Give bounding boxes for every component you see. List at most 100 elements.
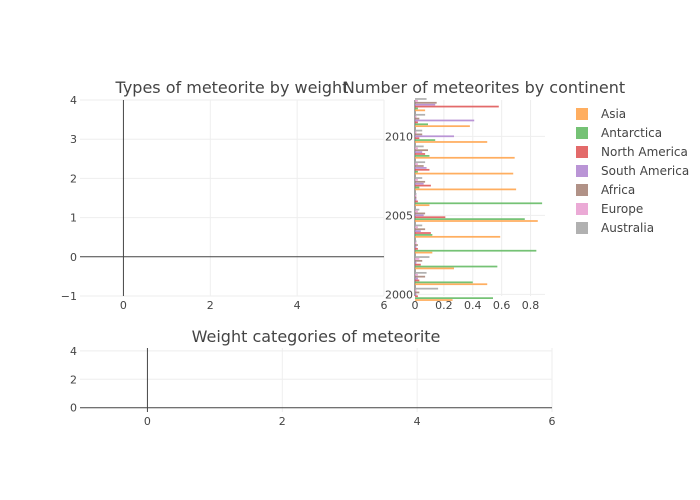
- bar-south-america-2011[interactable]: [415, 119, 475, 122]
- bar-south-america-2010[interactable]: [415, 135, 454, 138]
- bar-asia-2012[interactable]: [415, 109, 426, 112]
- bar-africa-2000[interactable]: [415, 291, 420, 294]
- bar-asia-2000[interactable]: [415, 299, 453, 301]
- bar-asia-2001[interactable]: [415, 283, 488, 286]
- bar-asia-2008[interactable]: [415, 172, 514, 175]
- bar-asia-2003[interactable]: [415, 251, 433, 254]
- bar-antarctica-2006[interactable]: [415, 202, 543, 205]
- bar-australia-2001[interactable]: [415, 271, 427, 274]
- bar-antarctica-2008[interactable]: [415, 170, 418, 173]
- bar-africa-2007[interactable]: [415, 180, 426, 183]
- bar-europe-2008[interactable]: [415, 163, 418, 165]
- bar-antarctica-2004[interactable]: [415, 234, 433, 236]
- bar-australia-2003[interactable]: [415, 240, 417, 243]
- bar-antarctica-2002[interactable]: [415, 265, 498, 268]
- bar-europe-2007[interactable]: [415, 179, 418, 181]
- bar-north-america-2005[interactable]: [415, 216, 446, 219]
- bar-north-america-2012[interactable]: [415, 105, 499, 108]
- bar-north-america-2002[interactable]: [415, 263, 421, 266]
- bar-africa-2005[interactable]: [415, 212, 426, 215]
- legend-item-asia[interactable]: Asia: [576, 107, 626, 121]
- bar-south-america-2009[interactable]: [415, 151, 423, 153]
- bar-south-america-2007[interactable]: [415, 182, 424, 185]
- bar-asia-2011[interactable]: [415, 125, 470, 128]
- bar-europe-2005[interactable]: [415, 210, 418, 213]
- bar-australia-2006[interactable]: [415, 192, 417, 195]
- bar-australia-2008[interactable]: [415, 161, 426, 164]
- bar-europe-2003[interactable]: [415, 242, 417, 245]
- bar-australia-2010[interactable]: [415, 129, 423, 132]
- bar-antarctica-2007[interactable]: [415, 186, 420, 189]
- bar-africa-2008[interactable]: [415, 165, 424, 167]
- bar-south-america-2003[interactable]: [415, 246, 417, 248]
- bar-europe-2001[interactable]: [415, 273, 418, 276]
- bar-asia-2009[interactable]: [415, 156, 515, 159]
- legend-item-south-america[interactable]: South America: [576, 164, 689, 178]
- bar-africa-2004[interactable]: [415, 228, 426, 231]
- bar-antarctica-2001[interactable]: [415, 281, 473, 284]
- bar-australia-2002[interactable]: [415, 256, 430, 258]
- continent-count-x-tick-label: 0: [412, 299, 419, 312]
- bar-north-america-2007[interactable]: [415, 184, 431, 187]
- bar-australia-2000[interactable]: [415, 287, 439, 290]
- bar-antarctica-2003[interactable]: [415, 249, 537, 252]
- legend-item-africa[interactable]: Africa: [576, 183, 635, 197]
- bar-europe-2009[interactable]: [415, 147, 418, 150]
- bar-africa-2006[interactable]: [415, 196, 417, 199]
- bar-north-america-2006[interactable]: [415, 200, 418, 203]
- weight-categories-plot-area: [80, 348, 552, 412]
- legend-item-north-america[interactable]: North America: [576, 145, 688, 159]
- bar-south-america-2005[interactable]: [415, 214, 424, 217]
- bar-north-america-2001[interactable]: [415, 279, 420, 282]
- bar-north-america-2011[interactable]: [415, 121, 418, 124]
- bar-europe-2000[interactable]: [415, 289, 417, 292]
- bar-north-america-2004[interactable]: [415, 232, 431, 234]
- bar-south-america-2008[interactable]: [415, 167, 427, 169]
- legend-item-australia[interactable]: Australia: [576, 221, 654, 235]
- legend-item-antarctica[interactable]: Antarctica: [576, 126, 662, 140]
- bar-antarctica-2005[interactable]: [415, 218, 525, 220]
- bar-africa-2003[interactable]: [415, 244, 418, 246]
- bar-asia-2002[interactable]: [415, 267, 454, 270]
- bar-asia-2006[interactable]: [415, 204, 430, 207]
- bar-south-america-2002[interactable]: [415, 261, 417, 264]
- bar-south-america-2001[interactable]: [415, 277, 418, 280]
- legend-item-europe[interactable]: Europe: [576, 202, 643, 216]
- bar-north-america-2008[interactable]: [415, 168, 430, 171]
- bar-north-america-2009[interactable]: [415, 153, 426, 155]
- bar-asia-2004[interactable]: [415, 235, 501, 238]
- bar-europe-2002[interactable]: [415, 258, 420, 260]
- bar-antarctica-2012[interactable]: [415, 107, 418, 110]
- bar-asia-2007[interactable]: [415, 188, 517, 191]
- bar-antarctica-2011[interactable]: [415, 123, 428, 126]
- bar-north-america-2003[interactable]: [415, 247, 418, 250]
- bar-africa-2009[interactable]: [415, 149, 428, 152]
- bar-north-america-2010[interactable]: [415, 137, 420, 140]
- bar-antarctica-2010[interactable]: [415, 139, 436, 141]
- bar-australia-2005[interactable]: [415, 208, 420, 211]
- bar-europe-2004[interactable]: [415, 226, 418, 229]
- bar-australia-2009[interactable]: [415, 145, 424, 148]
- bar-europe-2012[interactable]: [415, 100, 418, 102]
- bar-australia-2011[interactable]: [415, 113, 426, 116]
- bar-europe-2010[interactable]: [415, 131, 417, 134]
- bar-europe-2011[interactable]: [415, 115, 417, 118]
- bar-north-america-2000[interactable]: [415, 295, 418, 298]
- bar-south-america-2004[interactable]: [415, 230, 421, 232]
- bar-south-america-2006[interactable]: [415, 198, 417, 201]
- bar-antarctica-2000[interactable]: [415, 297, 493, 300]
- bar-south-america-2012[interactable]: [415, 103, 436, 106]
- bar-south-america-2000[interactable]: [415, 293, 417, 296]
- bar-australia-2007[interactable]: [415, 177, 423, 179]
- bar-europe-2006[interactable]: [415, 194, 417, 197]
- bar-australia-2012[interactable]: [415, 98, 427, 100]
- bar-asia-2005[interactable]: [415, 220, 538, 222]
- bar-africa-2001[interactable]: [415, 275, 426, 278]
- bar-africa-2012[interactable]: [415, 101, 437, 104]
- bar-africa-2010[interactable]: [415, 133, 423, 136]
- bar-africa-2011[interactable]: [415, 117, 420, 120]
- bar-asia-2010[interactable]: [415, 141, 488, 143]
- bar-africa-2002[interactable]: [415, 259, 423, 262]
- bar-antarctica-2009[interactable]: [415, 155, 430, 157]
- bar-australia-2004[interactable]: [415, 224, 423, 227]
